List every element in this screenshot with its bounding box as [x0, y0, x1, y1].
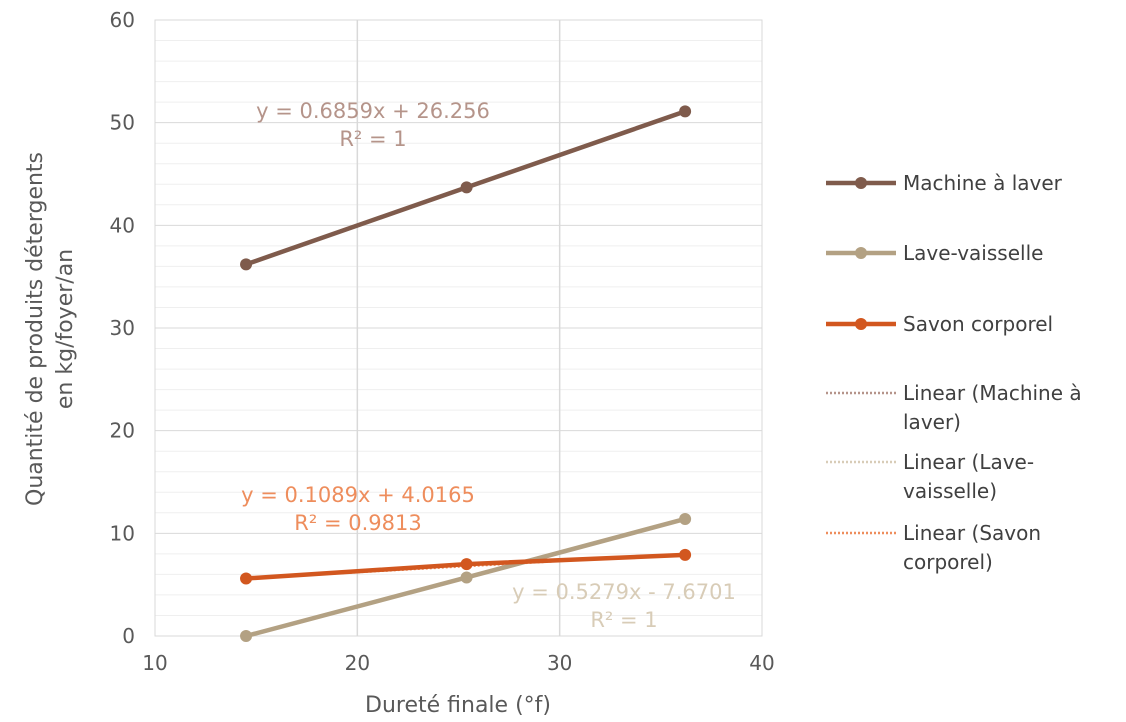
data-point-savon-corporel	[460, 558, 473, 571]
y-tick-label: 0	[122, 624, 135, 648]
legend-label-lave-vaisselle: Lave-vaisselle	[903, 241, 1043, 265]
data-point-savon-corporel	[679, 548, 692, 561]
equation-savon-corporel: y = 0.1089x + 4.0165	[241, 483, 475, 507]
legend-label-trend: laver)	[903, 410, 961, 434]
legend-marker-lave-vaisselle	[855, 247, 867, 259]
equation-lave-vaisselle: y = 0.5279x - 7.6701	[512, 580, 736, 604]
y-tick-label: 50	[110, 111, 135, 135]
r2-machine-a-laver: R² = 1	[339, 127, 406, 151]
x-tick-label: 30	[547, 651, 572, 675]
y-tick-label: 30	[110, 316, 135, 340]
series-lines	[240, 105, 692, 642]
data-point-lave-vaisselle	[679, 512, 692, 525]
y-tick-label: 40	[110, 213, 135, 237]
data-point-lave-vaisselle	[460, 571, 473, 584]
x-tick-label: 40	[749, 651, 774, 675]
y-tick-label: 10	[110, 521, 135, 545]
plot-area-border	[154, 19, 763, 637]
data-point-lave-vaisselle	[240, 630, 253, 642]
data-point-machine-a-laver	[240, 258, 253, 271]
legend-label-savon-corporel: Savon corporel	[903, 312, 1053, 336]
legend-label-trend: Linear (Lave-	[903, 450, 1034, 474]
data-point-machine-a-laver	[460, 181, 473, 194]
data-point-savon-corporel	[240, 572, 253, 585]
y-tick-label: 60	[110, 8, 135, 32]
legend-label-trend: Linear (Savon	[903, 521, 1041, 545]
y-axis-title-line-1: Quantité de produits détergents	[23, 152, 48, 506]
grid	[155, 20, 762, 636]
x-axis-title: Dureté finale (°f)	[365, 693, 551, 718]
y-tick-label: 20	[110, 419, 135, 443]
trendline-equations: y = 0.6859x + 26.256 R² = 1 y = 0.1089x …	[241, 99, 736, 632]
y-axis-ticks: 0 10 20 30 40 50 60	[110, 8, 135, 648]
data-point-machine-a-laver	[679, 105, 692, 118]
y-axis-title: Quantité de produits détergents en kg/fo…	[23, 152, 78, 506]
legend-marker-machine-a-laver	[855, 177, 867, 189]
equation-machine-a-laver: y = 0.6859x + 26.256	[256, 99, 490, 123]
legend-label-trend: vaisselle)	[903, 479, 997, 503]
legend: Machine à laver Lave-vaisselle Savon corpo…	[826, 171, 1082, 574]
y-axis-title-line-2: en kg/foyer/an	[53, 249, 78, 409]
x-tick-label: 20	[345, 651, 370, 675]
x-axis-ticks: 10 20 30 40	[142, 651, 774, 675]
legend-label-trend: Linear (Machine à	[903, 381, 1082, 405]
r2-savon-corporel: R² = 0.9813	[294, 511, 421, 535]
legend-marker-savon-corporel	[855, 318, 867, 330]
x-tick-label: 10	[142, 651, 167, 675]
r2-lave-vaisselle: R² = 1	[590, 608, 657, 632]
legend-label-trend: corporel)	[903, 550, 993, 574]
legend-label-machine-a-laver: Machine à laver	[903, 171, 1063, 195]
